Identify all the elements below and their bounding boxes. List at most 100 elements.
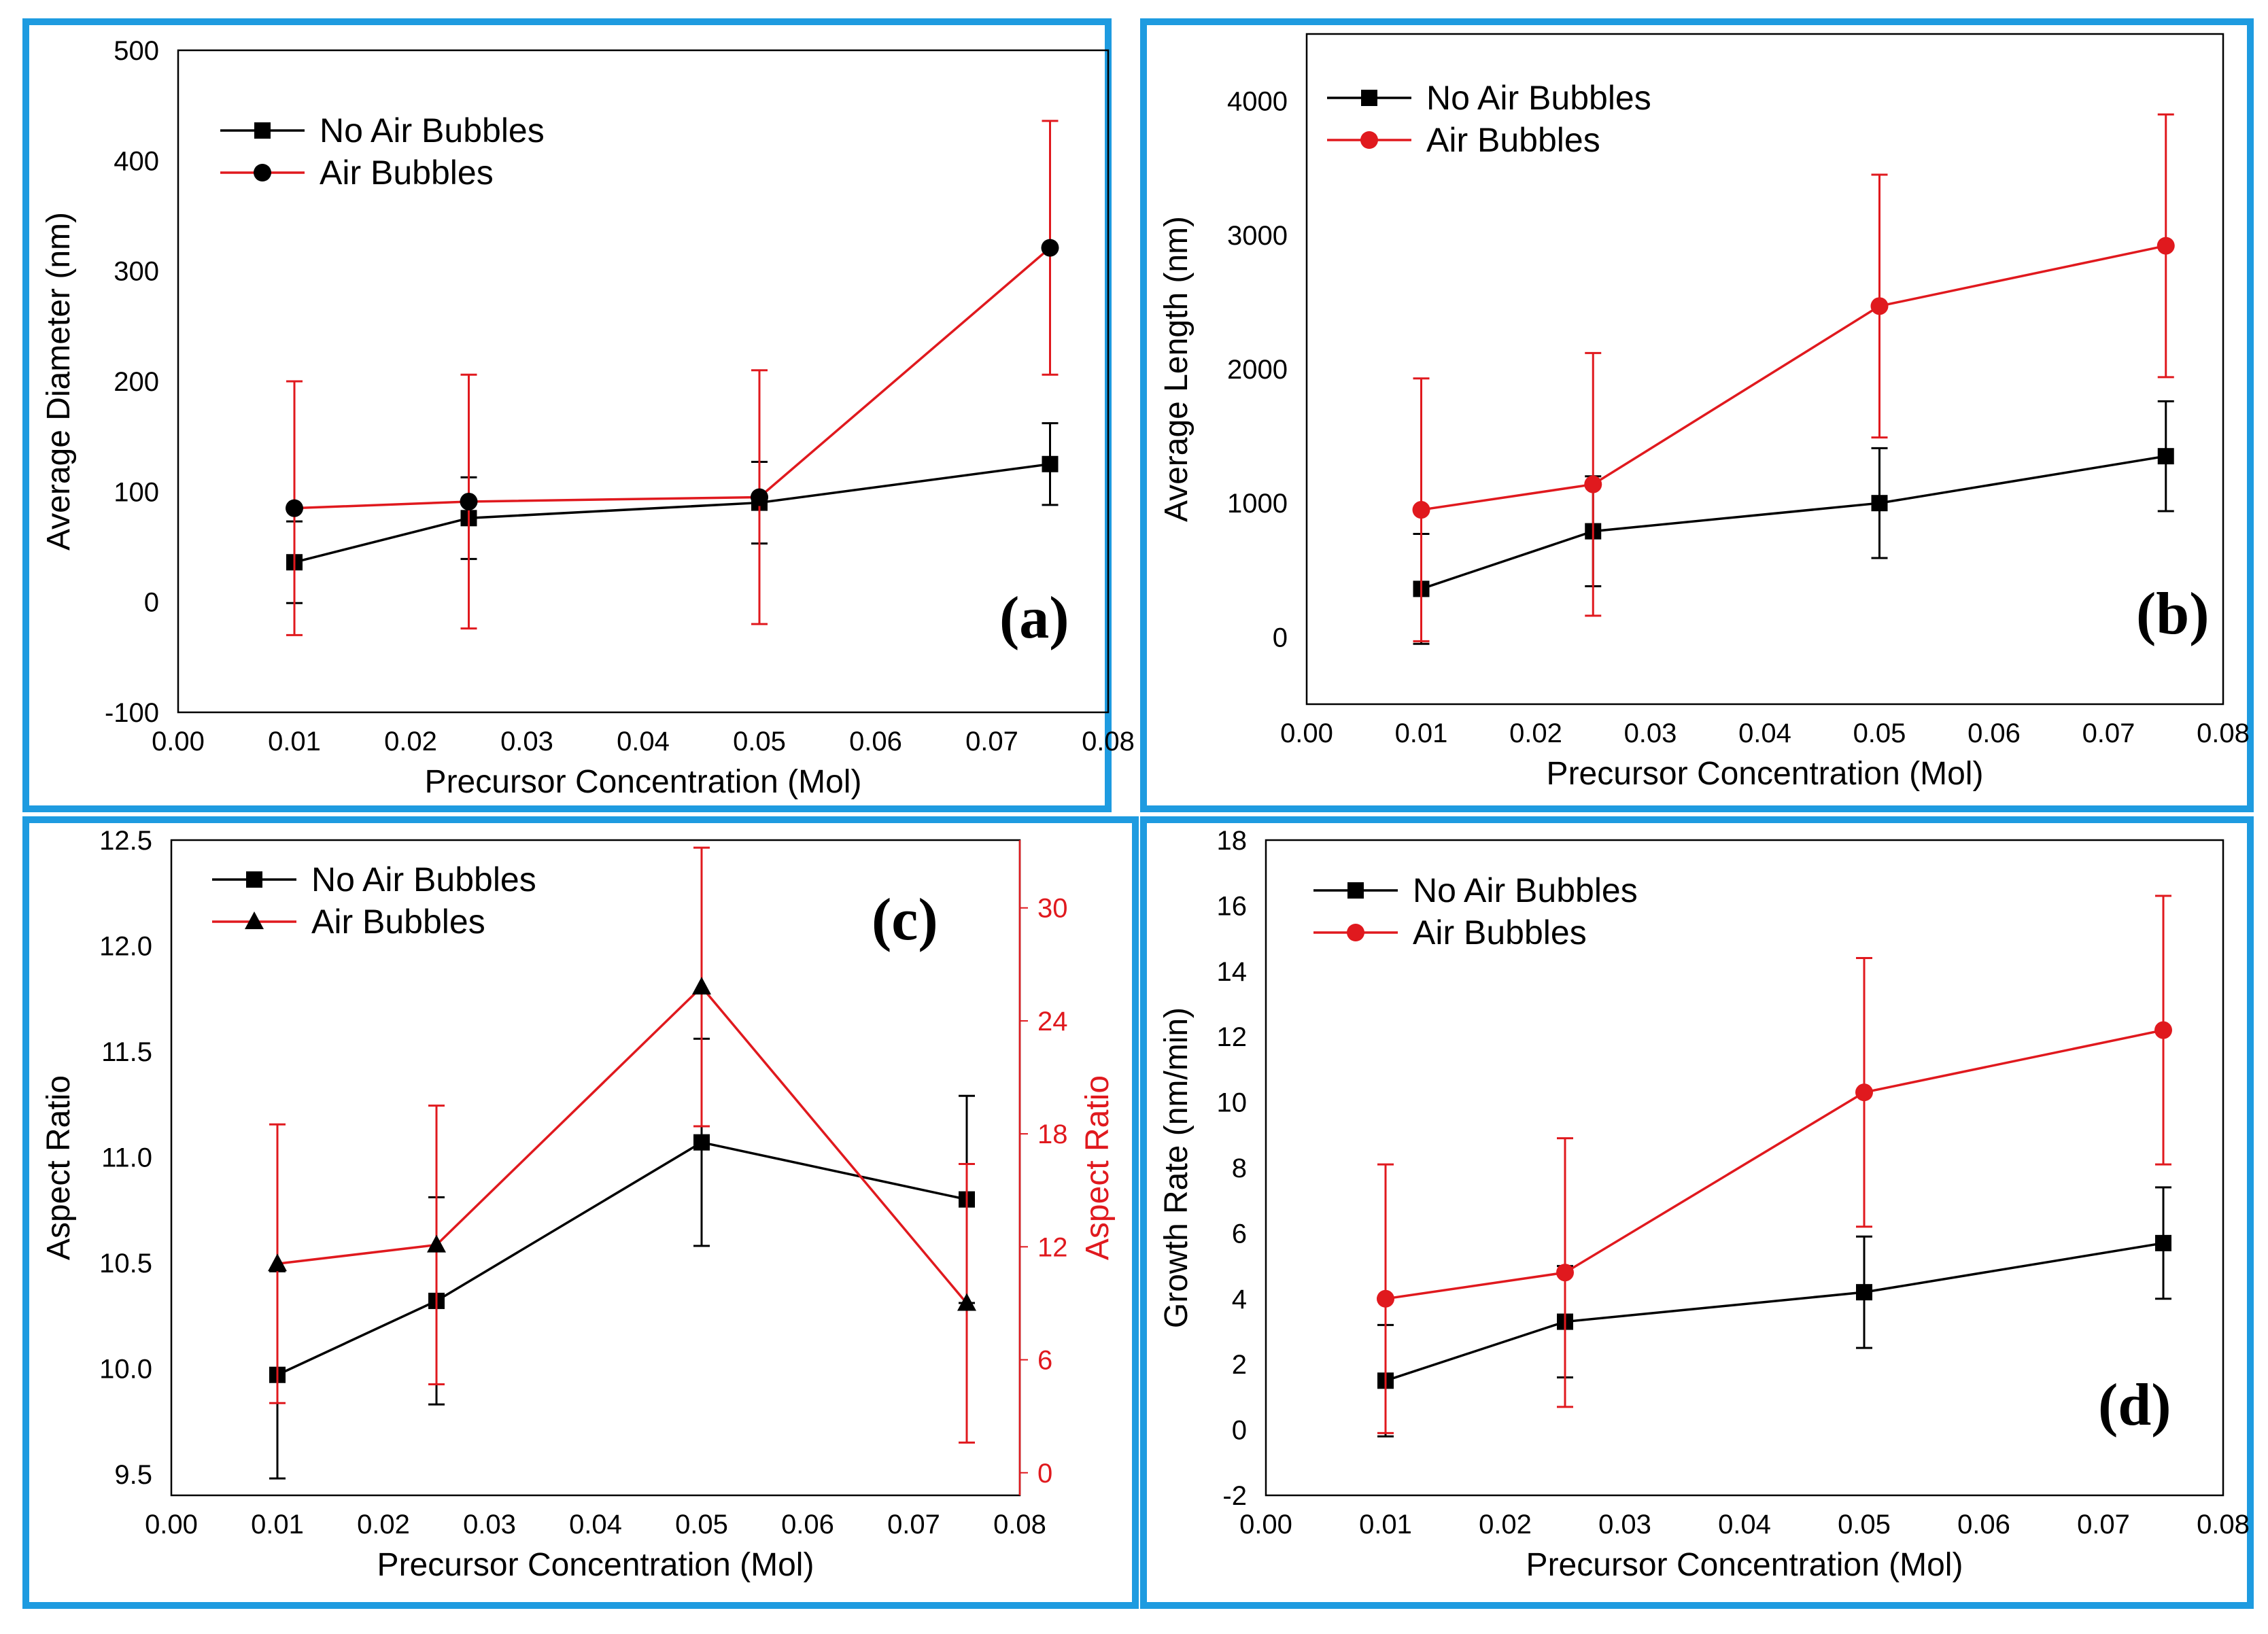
legend-label: Air Bubbles	[1426, 121, 1600, 159]
x-tick-label: 0.08	[2197, 1510, 2250, 1540]
x-tick-label: 0.03	[1598, 1510, 1651, 1540]
series-line	[1385, 1028, 2164, 1300]
data-point	[1855, 1083, 1873, 1102]
y-tick-label: 4000	[1227, 87, 1288, 117]
series-line	[294, 463, 1050, 563]
data-point	[1870, 297, 1889, 315]
series-air-bubbles	[1412, 113, 2175, 642]
legend-label: No Air Bubbles	[311, 861, 536, 899]
panel-label: (b)	[2136, 581, 2210, 647]
data-point	[1856, 1284, 1872, 1301]
legend-marker	[245, 911, 264, 929]
y-tick-label: 10.5	[99, 1249, 152, 1279]
x-tick-label: 0.00	[1280, 718, 1333, 748]
y-tick-label: 0	[1232, 1416, 1247, 1446]
x-tick-label: 0.00	[145, 1510, 198, 1540]
y-tick-label: 0	[144, 588, 159, 618]
data-point	[1377, 1289, 1394, 1308]
chart-b: 0.00 0.01 0.02 0.03 0.04 0.05 0.06 0.07 0.08 0 100…	[1158, 33, 2250, 792]
legend-label: Air Bubbles	[1413, 914, 1587, 952]
x-tick-label: 0.08	[993, 1510, 1046, 1540]
panel-label: (c)	[872, 887, 938, 953]
data-point	[1871, 495, 1888, 512]
y-tick-label: 3000	[1227, 221, 1288, 251]
y-tick-label: 0	[1273, 623, 1288, 653]
series-line	[1420, 455, 2167, 591]
x-tick-label: 0.06	[1957, 1510, 2010, 1540]
data-point	[693, 1134, 710, 1151]
x-tick-label: 0.02	[1479, 1510, 1532, 1540]
series-line	[294, 247, 1051, 510]
x-tick-label: 0.01	[1359, 1510, 1412, 1540]
data-point	[2154, 1021, 2172, 1039]
panel-label: (d)	[2098, 1372, 2171, 1438]
legend-label: No Air Bubbles	[1413, 871, 1638, 909]
data-point	[427, 1234, 446, 1253]
x-tick-label: 0.03	[500, 727, 553, 757]
data-point	[2155, 1234, 2171, 1251]
x-tick-label: 0.07	[887, 1510, 940, 1540]
x-tick-label: 0.02	[384, 727, 437, 757]
x-tick-label: 0.02	[357, 1510, 410, 1540]
y-tick-label: 12.5	[99, 826, 152, 856]
x-axis-title: Precursor Concentration (Mol)	[1547, 756, 1984, 792]
y-tick-label: 2000	[1227, 355, 1288, 385]
y-tick-label: 200	[114, 367, 159, 397]
data-point	[286, 499, 303, 517]
y-tick-label: 6	[1232, 1219, 1247, 1249]
chart-d: 0.00 0.01 0.02 0.03 0.04 0.05 0.06 0.07 0.08 -2 0 2…	[1158, 826, 2250, 1583]
y-tick-label: 10	[1217, 1088, 1248, 1118]
y-tick-label: -2	[1222, 1481, 1247, 1511]
data-point	[692, 977, 711, 995]
series-air-bubbles	[1377, 894, 2172, 1434]
data-point	[268, 1253, 287, 1272]
x-tick-label: 0.05	[675, 1510, 728, 1540]
y-right-tick-label: 24	[1037, 1007, 1068, 1037]
y-tick-label: 11.5	[101, 1037, 152, 1067]
x-tick-label: 0.03	[1624, 718, 1677, 748]
legend-marker	[254, 122, 271, 139]
x-tick-label: 0.04	[569, 1510, 622, 1540]
x-axis-title: Precursor Concentration (Mol)	[377, 1547, 814, 1583]
data-point	[2157, 237, 2175, 255]
data-point	[1556, 1264, 1574, 1282]
y-right-tick-label: 12	[1037, 1232, 1068, 1262]
legend-marker	[1361, 90, 1377, 106]
y-tick-label: 1000	[1227, 489, 1288, 519]
x-tick-label: 0.04	[617, 727, 670, 757]
panel-frame-b	[1140, 18, 2254, 812]
data-point	[957, 1293, 976, 1311]
plot-area	[177, 49, 1110, 714]
y-right-axis-title: Aspect Ratio	[1080, 1075, 1116, 1260]
series-line	[1385, 1242, 2164, 1382]
data-point	[1041, 239, 1059, 257]
y-tick-label: 14	[1217, 957, 1248, 987]
x-tick-label: 0.08	[1082, 727, 1135, 757]
y-axis-title: Average Length (nm)	[1158, 216, 1195, 522]
legend-marker	[246, 871, 262, 888]
legend-marker	[254, 164, 271, 181]
x-tick-label: 0.00	[152, 727, 205, 757]
x-tick-label: 0.06	[1968, 718, 2021, 748]
x-tick-label: 0.06	[781, 1510, 834, 1540]
x-tick-label: 0.01	[251, 1510, 304, 1540]
y-tick-label: 2	[1232, 1350, 1247, 1380]
series-line	[1421, 244, 2167, 511]
x-tick-label: 0.07	[965, 727, 1018, 757]
x-axis-title: Precursor Concentration (Mol)	[425, 764, 862, 800]
y-tick-label: 16	[1217, 891, 1248, 921]
x-tick-label: 0.01	[268, 727, 321, 757]
y-axis-title: Growth Rate (nm/min)	[1158, 1007, 1195, 1328]
y-axis-title: Aspect Ratio	[41, 1075, 77, 1260]
x-tick-label: 0.08	[2197, 718, 2250, 748]
data-point	[1412, 501, 1430, 519]
x-tick-label: 0.06	[849, 727, 902, 757]
chart-a: 0.00 0.01 0.02 0.03 0.04 0.05 0.06 0.07 0.08 -100…	[41, 36, 1135, 800]
legend-marker	[1347, 924, 1364, 941]
y-tick-label: 18	[1217, 826, 1248, 856]
x-tick-label: 0.05	[1838, 1510, 1891, 1540]
data-point	[460, 492, 478, 510]
x-tick-label: 0.07	[2082, 718, 2135, 748]
legend-label: Air Bubbles	[311, 903, 485, 941]
y-tick-label: 300	[114, 257, 159, 287]
